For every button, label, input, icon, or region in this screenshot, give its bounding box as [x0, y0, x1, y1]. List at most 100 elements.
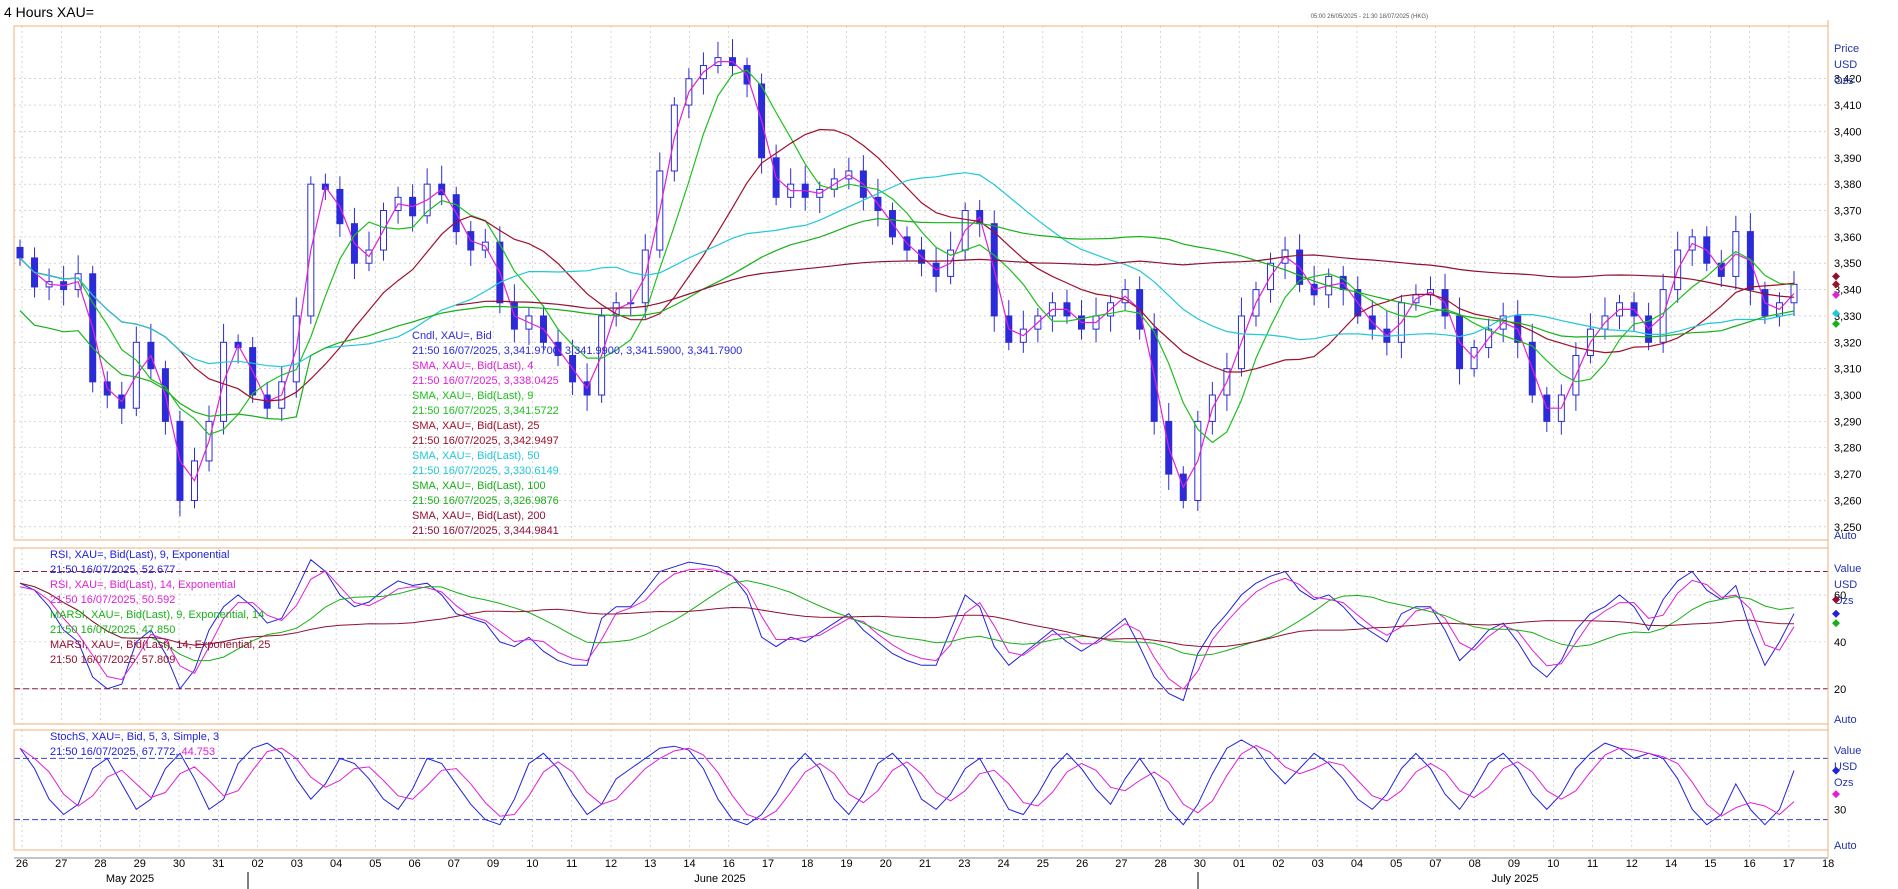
price-tick-label: 3,390: [1834, 153, 1862, 165]
price-tick-label: 3,330: [1834, 311, 1862, 323]
date-range-label: 05:00 26/05/2025 - 21:30 18/07/2025 (HKG…: [1310, 14, 1428, 20]
stoch-d-line: [19, 744, 1795, 821]
auto-button: Auto: [1834, 840, 1857, 852]
price-tick-label: 3,320: [1834, 337, 1862, 349]
x-tick-label: 01: [1233, 858, 1245, 870]
price-tick-label: 3,270: [1834, 469, 1862, 481]
price-tick-label: 3,280: [1834, 443, 1862, 455]
price-legend-name: SMA, XAU=, Bid(Last), 100: [412, 480, 546, 492]
price-tick-label: 3,370: [1834, 206, 1862, 218]
stoch-axis-title: Value: [1834, 745, 1861, 757]
rsi-legend-name: MARSI, XAU=, Bid(Last), 14, Exponential,…: [50, 639, 270, 651]
price-legend-value: 21:50 16/07/2025, 3,341.9700, 3,341.9900…: [412, 345, 742, 357]
x-tick-label: 21: [919, 858, 931, 870]
x-tick-label: 18: [1822, 858, 1834, 870]
rsi-legend-name: MARSI, XAU=, Bid(Last), 9, Exponential, …: [50, 609, 264, 621]
sma-25-line: [19, 128, 1795, 402]
panel-borders: [13, 20, 1829, 859]
x-tick-label: 27: [55, 858, 67, 870]
chart-title: 4 Hours XAU=: [4, 4, 94, 20]
rsi-axis-title: Value: [1834, 563, 1861, 575]
x-tick-label: 07: [448, 858, 460, 870]
stoch-k-line: [19, 739, 1795, 826]
x-tick-label: 20: [880, 858, 892, 870]
x-tick-label: 10: [1547, 858, 1559, 870]
stoch-legend-prefix: 21:50 16/07/2025, 67.772,: [50, 746, 182, 758]
sma-200-line: [456, 254, 1795, 309]
panel-border: [13, 25, 1829, 541]
last-value-marker: [1832, 595, 1840, 604]
last-value-marker: [1832, 280, 1840, 289]
candle-body: [16, 246, 24, 259]
price-legend-value: 21:50 16/07/2025, 3,344.9841: [412, 525, 559, 537]
rsi-axis-title: USD: [1834, 579, 1857, 591]
x-tick-label: 11: [566, 858, 577, 870]
month-label: July 2025: [1491, 873, 1538, 885]
stoch-legend-name: StochS, XAU=, Bid, 5, 3, Simple, 3: [50, 731, 219, 743]
x-tick-label: 26: [1076, 858, 1088, 870]
x-tick-label: 10: [526, 858, 538, 870]
stoch-axis-title: USD: [1834, 761, 1857, 773]
x-tick-label: 26: [16, 858, 28, 870]
panel-border: [13, 547, 1829, 725]
price-tick-label: 3,310: [1834, 364, 1862, 376]
x-tick-label: 14: [1665, 858, 1677, 870]
x-tick-label: 04: [1351, 858, 1363, 870]
price-legend-value: 21:50 16/07/2025, 3,338.0425: [412, 375, 559, 387]
x-tick-label: 16: [723, 858, 735, 870]
price-tick-label: 3,290: [1834, 416, 1862, 428]
last-value-marker: [1832, 609, 1840, 618]
grid-lines: [14, 26, 1829, 850]
x-tick-label: 09: [487, 858, 499, 870]
price-legend-value: 21:50 16/07/2025, 3,341.5722: [412, 405, 559, 417]
x-tick-label: 29: [134, 858, 146, 870]
price-tick-label: 3,350: [1834, 258, 1862, 270]
price-axis: 3,250 3,260 3,270 3,280 3,290 3,300 3,310 3,320…: [1834, 43, 1862, 542]
x-tick-label: 05: [1390, 858, 1402, 870]
last-value-marker: [1832, 790, 1840, 799]
x-tick-label: 13: [644, 858, 656, 870]
rsi-legend-value: 21:50 16/07/2025, 52.677: [50, 564, 175, 576]
price-axis-title: Ozs: [1834, 75, 1854, 87]
x-tick-label: 30: [173, 858, 185, 870]
sma-9-line: [19, 69, 1795, 444]
last-value-marker: [1832, 766, 1840, 775]
x-tick-label: 16: [1743, 858, 1755, 870]
x-tick-label: 23: [958, 858, 970, 870]
auto-button: Auto: [1834, 530, 1857, 542]
price-legend-value: 21:50 16/07/2025, 3,330.6149: [412, 465, 559, 477]
x-tick-label: 12: [605, 858, 617, 870]
price-tick-label: 3,360: [1834, 232, 1862, 244]
auto-button: Auto: [1834, 714, 1857, 726]
x-tick-label: 24: [997, 858, 1009, 870]
price-legend-name: SMA, XAU=, Bid(Last), 25: [412, 420, 539, 432]
x-tick-label: 02: [1272, 858, 1284, 870]
stoch-tick-label: 30: [1834, 804, 1846, 816]
x-tick-label: 08: [1469, 858, 1481, 870]
price-tick-label: 3,400: [1834, 126, 1862, 138]
rsi-tick-label: 20: [1834, 684, 1846, 696]
price-tick-label: 3,420: [1834, 74, 1862, 86]
x-tick-label: 28: [1155, 858, 1167, 870]
x-tick-label: 17: [1783, 858, 1795, 870]
x-tick-label: 05: [369, 858, 381, 870]
x-tick-label: 30: [1194, 858, 1206, 870]
x-tick-label: 15: [1704, 858, 1716, 870]
legends: Cndl, XAU=, Bid 21:50 16/07/2025, 3,341.9…: [50, 272, 1840, 799]
x-tick-label: 28: [94, 858, 106, 870]
stoch-axis-title: Ozs: [1834, 777, 1854, 789]
x-tick-label: 25: [1037, 858, 1049, 870]
rsi-legend-value: 21:50 16/07/2025, 57.809: [50, 654, 175, 666]
rsi-axis-title: Ozs: [1834, 595, 1854, 607]
rsi-legend-value: 21:50 16/07/2025, 47.850: [50, 624, 175, 636]
x-tick-label: 19: [840, 858, 852, 870]
candlestick-series: [16, 39, 1798, 517]
x-tick-label: 07: [1429, 858, 1441, 870]
rsi-legend-value: 21:50 16/07/2025, 50.592: [50, 594, 175, 606]
price-tick-label: 3,300: [1834, 390, 1862, 402]
marsi-9-line: [19, 580, 1795, 662]
price-tick-label: 3,340: [1834, 285, 1862, 297]
x-tick-label: 03: [1312, 858, 1324, 870]
